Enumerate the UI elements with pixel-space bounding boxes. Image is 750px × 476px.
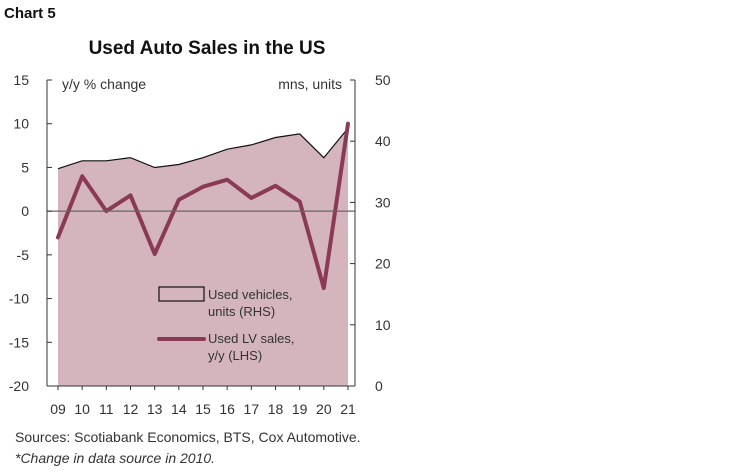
x-tick-label-09: 09 <box>50 401 66 417</box>
x-tick-label-12: 12 <box>123 401 139 417</box>
right-axis-unit: mns, units <box>278 76 342 92</box>
area-layer <box>57 127 349 387</box>
x-tick-label-17: 17 <box>244 401 260 417</box>
legend-label-used-vehicles-1: units (RHS) <box>208 304 275 319</box>
x-tick-label-13: 13 <box>147 401 163 417</box>
source-note: Sources: Scotiabank Economics, BTS, Cox … <box>15 427 375 469</box>
x-tick-label-10: 10 <box>74 401 90 417</box>
right-tick-label-30: 30 <box>375 194 391 210</box>
x-tick-label-15: 15 <box>195 401 211 417</box>
left-axis-unit: y/y % change <box>62 76 146 92</box>
x-tick-label-18: 18 <box>268 401 284 417</box>
left-tick-label-5: 5 <box>21 159 29 175</box>
x-tick-label-14: 14 <box>171 401 187 417</box>
axes-layer: -20 -15 -10 -5 0 5 10 15 0 10 20 30 40 50 09 10 11 12 13 14… <box>9 72 391 417</box>
area-outline-used-vehicles <box>57 127 349 170</box>
left-tick-label--10: -10 <box>9 291 29 307</box>
right-tick-label-20: 20 <box>375 256 391 272</box>
source-text: Sources: Scotiabank Economics, BTS, Cox … <box>15 429 361 445</box>
x-tick-label-11: 11 <box>99 401 114 417</box>
left-tick-label--5: -5 <box>17 247 30 263</box>
left-tick-label--15: -15 <box>9 334 29 350</box>
chart-title: Used Auto Sales in the US <box>89 38 326 59</box>
area-fill-used-vehicles <box>58 128 348 387</box>
x-tick-label-21: 21 <box>340 401 356 417</box>
left-tick-label-15: 15 <box>13 72 29 88</box>
left-tick-label-10: 10 <box>13 116 29 132</box>
chart-label: Chart 5 <box>4 5 56 22</box>
x-tick-label-19: 19 <box>292 401 308 417</box>
source-footnote: *Change in data source in 2010. <box>15 450 216 466</box>
left-tick-label--20: -20 <box>9 378 29 394</box>
right-tick-label-10: 10 <box>375 317 391 333</box>
legend-label-used-lv-sales-1: y/y (LHS) <box>208 348 262 363</box>
right-tick-label-50: 50 <box>375 72 391 88</box>
left-tick-label-0: 0 <box>21 203 29 219</box>
legend-label-used-lv-sales-0: Used LV sales, <box>208 331 294 346</box>
x-tick-label-20: 20 <box>316 401 332 417</box>
right-tick-label-0: 0 <box>375 378 383 394</box>
legend-swatch-used-vehicles <box>158 286 205 302</box>
legend-label-used-vehicles-0: Used vehicles, <box>208 287 293 302</box>
x-tick-label-16: 16 <box>219 401 235 417</box>
right-tick-label-40: 40 <box>375 133 391 149</box>
legend: Used vehicles, units (RHS) Used LV sales, y… <box>157 286 294 363</box>
